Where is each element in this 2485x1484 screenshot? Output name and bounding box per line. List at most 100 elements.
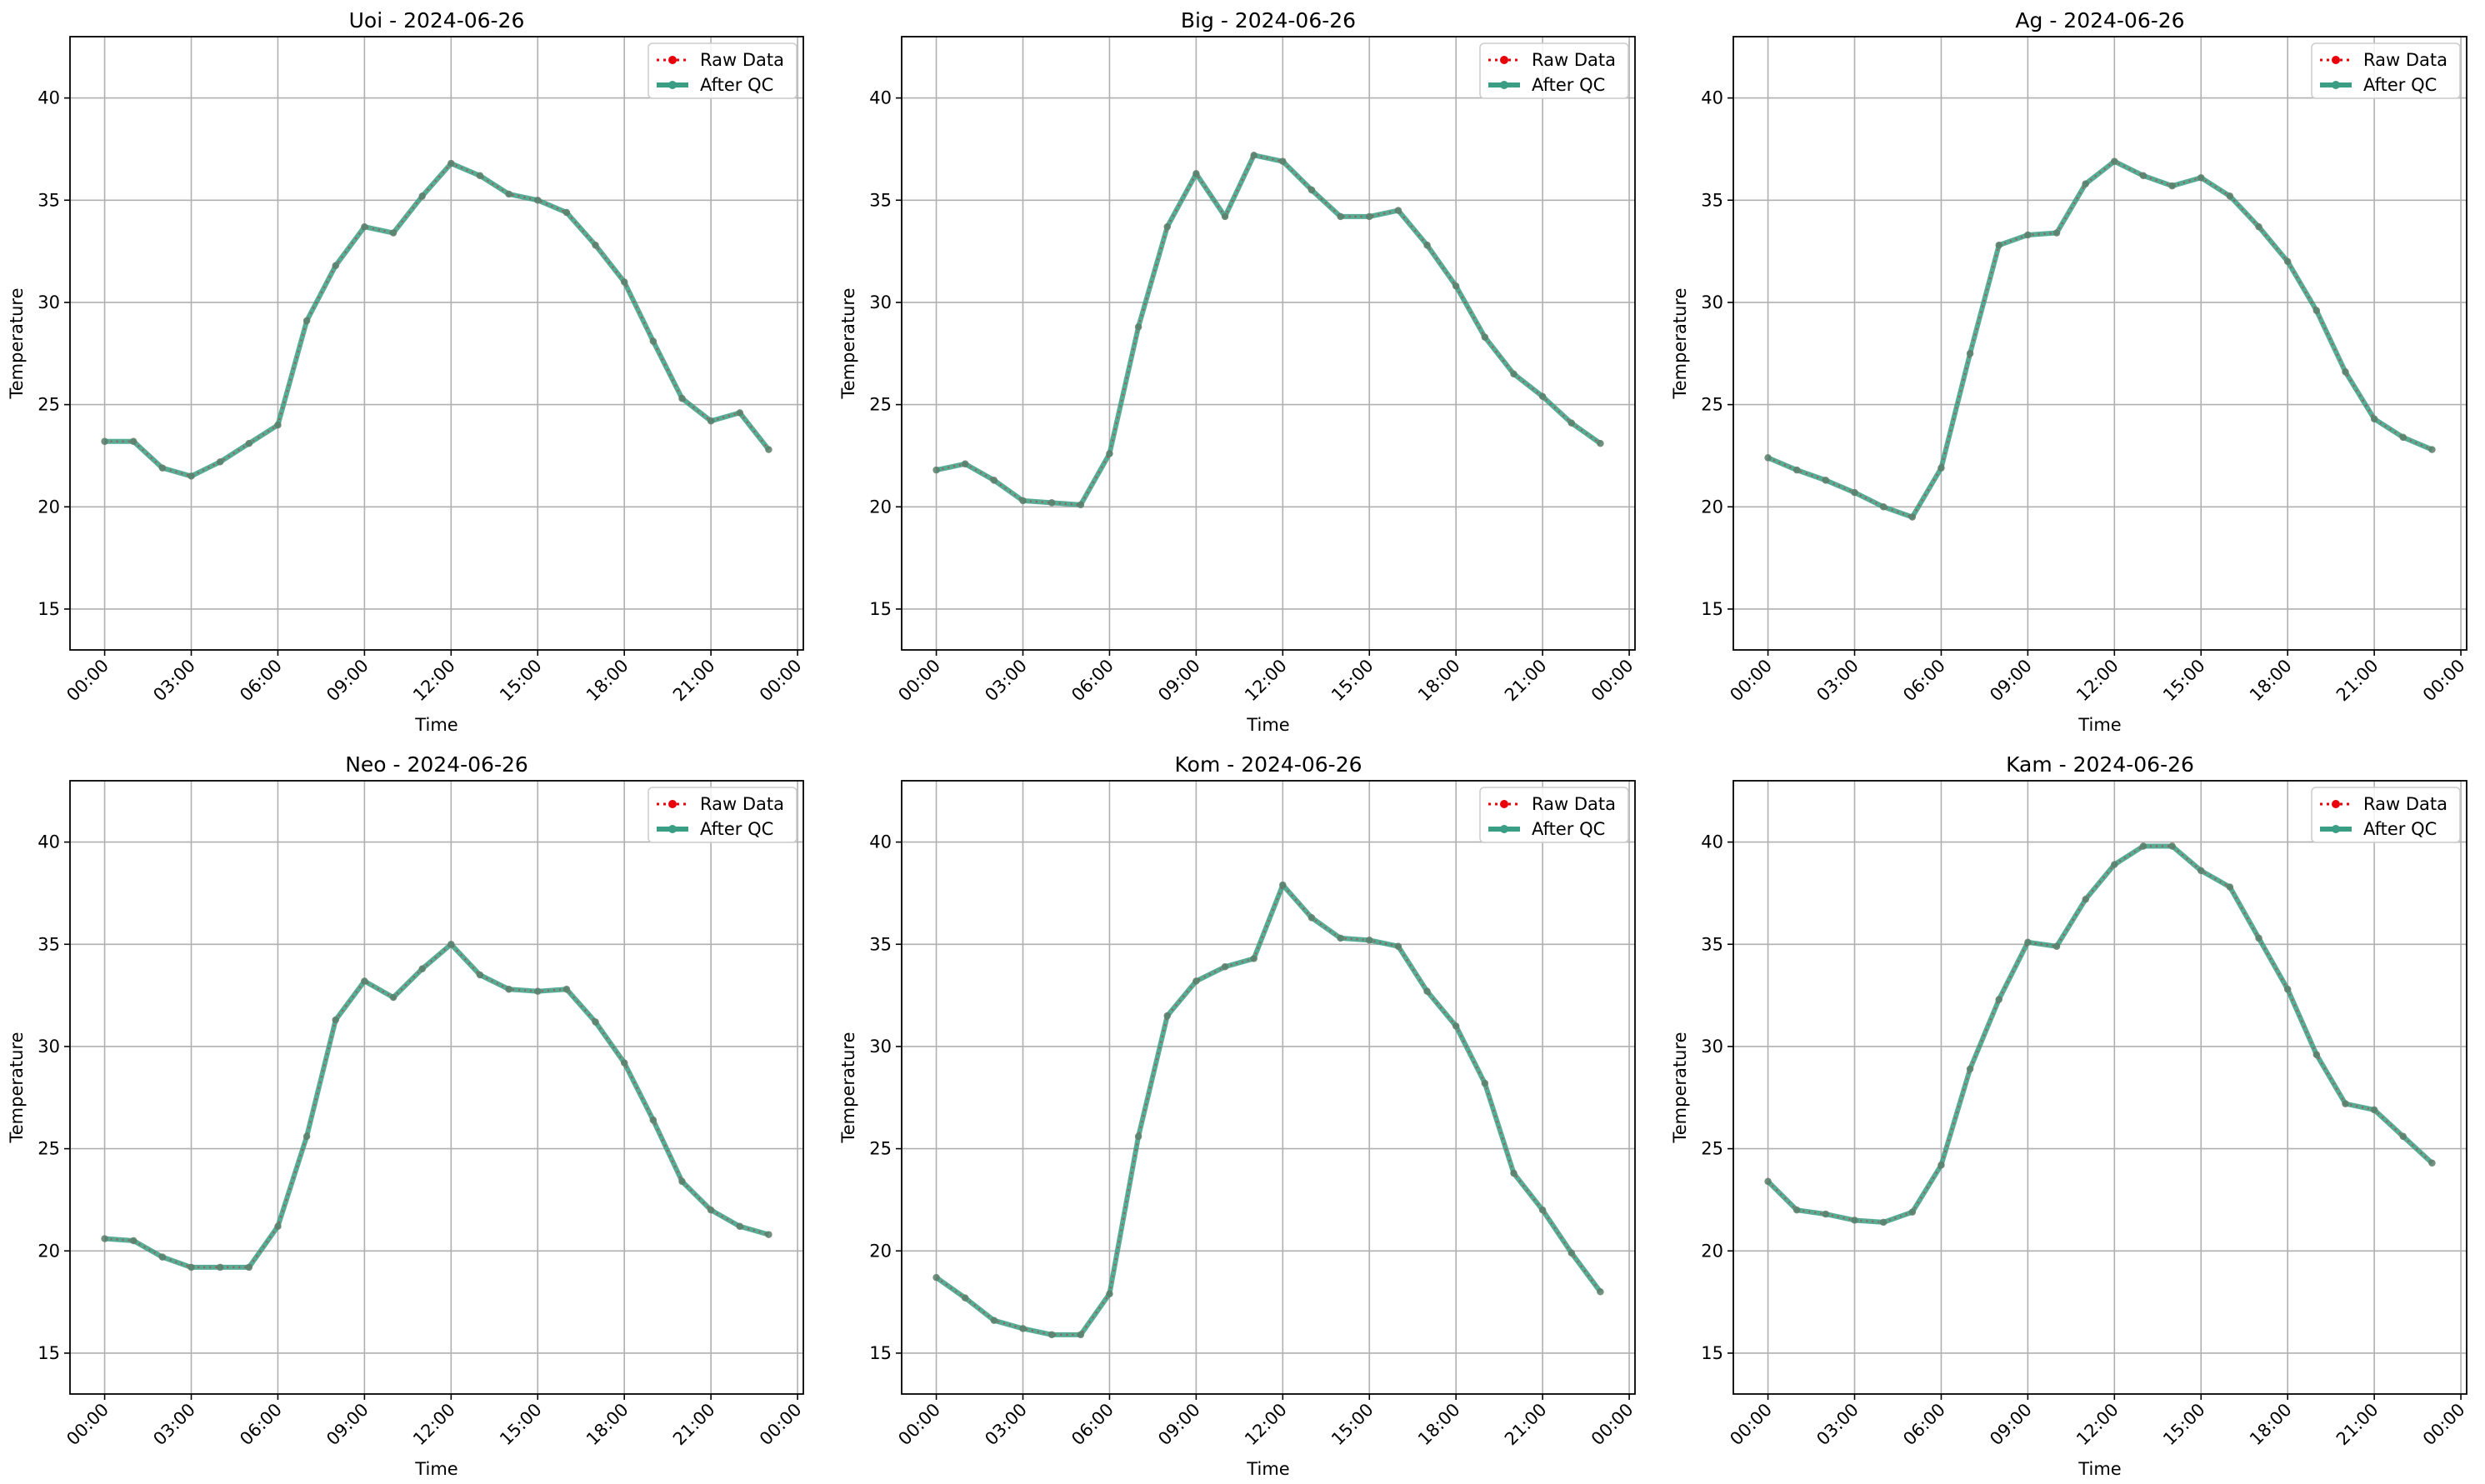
- point-after-qc: [1134, 323, 1142, 331]
- x-tick-label: 00:00: [62, 656, 112, 706]
- legend-label-after-qc: After QC: [1532, 819, 1605, 839]
- x-tick-label: 21:00: [1501, 1400, 1551, 1450]
- y-tick-label: 30: [1701, 1037, 1723, 1057]
- point-after-qc: [476, 172, 484, 180]
- subplot-title: Ag - 2024-06-26: [2015, 8, 2184, 32]
- legend-marker-raw-data: [668, 800, 677, 808]
- point-after-qc: [2342, 1100, 2349, 1107]
- point-after-qc: [2024, 231, 2032, 239]
- point-after-qc: [1423, 987, 1431, 995]
- point-after-qc: [188, 472, 195, 480]
- x-tick-label: 09:00: [1154, 656, 1204, 706]
- point-after-qc: [765, 446, 772, 453]
- point-after-qc: [2255, 934, 2262, 942]
- axes-frame: [69, 36, 804, 651]
- x-tick-label: 21:00: [2332, 1400, 2382, 1450]
- subplot-title: Uoi - 2024-06-26: [349, 8, 525, 32]
- point-after-qc: [158, 1253, 167, 1261]
- axes-frame: [1732, 780, 2468, 1395]
- y-tick-label: 20: [869, 1241, 892, 1261]
- legend: Raw Data After QC: [2311, 787, 2461, 843]
- point-after-qc: [505, 986, 512, 993]
- point-after-qc: [2399, 433, 2407, 442]
- point-after-qc: [620, 1059, 628, 1067]
- y-tick-label: 40: [1701, 832, 1723, 852]
- y-axis-label: Temperature: [1670, 287, 1690, 399]
- point-after-qc: [1394, 207, 1402, 214]
- x-tick-label: 00:00: [62, 1400, 112, 1450]
- point-after-qc: [707, 1207, 715, 1214]
- subplot-title: Big - 2024-06-26: [1181, 8, 1356, 32]
- x-tick-label: 18:00: [2246, 1400, 2296, 1450]
- point-after-qc: [1221, 212, 1229, 221]
- point-after-qc: [990, 477, 998, 484]
- series-line-raw-data: [104, 162, 770, 477]
- point-after-qc: [1966, 1065, 1974, 1073]
- point-after-qc: [592, 1018, 599, 1026]
- y-tick-label: 40: [869, 832, 892, 852]
- point-after-qc: [649, 1117, 658, 1124]
- axes-frame: [901, 780, 1636, 1395]
- x-tick-label: 00:00: [894, 1400, 944, 1450]
- x-tick-label: 03:00: [1812, 1400, 1862, 1450]
- y-axis-label: Temperature: [838, 1032, 858, 1143]
- x-tick-label: 15:00: [2159, 656, 2209, 706]
- series-line-raw-data: [104, 942, 769, 1268]
- x-axis-label: Time: [2078, 715, 2121, 735]
- y-tick-label: 35: [869, 190, 892, 210]
- point-after-qc: [2111, 157, 2118, 165]
- x-tick-label: 06:00: [1068, 656, 1118, 706]
- point-after-qc: [2024, 938, 2032, 947]
- point-after-qc: [1510, 1169, 1518, 1177]
- point-after-qc: [1308, 186, 1316, 194]
- y-tick-label: 30: [38, 292, 60, 312]
- x-tick-label: 15:00: [496, 1400, 546, 1450]
- legend: Raw Data After QC: [648, 42, 798, 99]
- x-tick-label: 12:00: [2072, 1400, 2122, 1450]
- point-after-qc: [2283, 986, 2292, 993]
- point-after-qc: [1366, 937, 1373, 944]
- point-after-qc: [2082, 896, 2089, 903]
- y-tick-label: 40: [1701, 88, 1723, 108]
- x-tick-label: 15:00: [1328, 1400, 1378, 1450]
- point-after-qc: [1597, 440, 1604, 447]
- point-after-qc: [2082, 180, 2089, 187]
- x-tick-label: 03:00: [981, 656, 1031, 706]
- y-tick-label: 30: [869, 292, 892, 312]
- x-axis-label: Time: [1246, 1459, 1289, 1479]
- legend-label-after-qc: After QC: [700, 819, 773, 839]
- point-after-qc: [1337, 934, 1344, 942]
- x-axis-label: Time: [414, 715, 458, 735]
- axes-frame: [901, 36, 1636, 651]
- x-tick-label: 00:00: [1726, 1400, 1776, 1450]
- legend-marker-after-qc: [2332, 825, 2340, 833]
- x-tick-label: 00:00: [1588, 656, 1638, 706]
- point-after-qc: [1077, 1331, 1085, 1339]
- point-after-qc: [2312, 1051, 2321, 1058]
- point-after-qc: [534, 987, 542, 995]
- point-after-qc: [1793, 466, 1801, 474]
- x-tick-label: 18:00: [1414, 656, 1464, 706]
- point-after-qc: [216, 1263, 224, 1272]
- legend-marker-after-qc: [1500, 825, 1508, 833]
- point-after-qc: [418, 965, 426, 972]
- point-after-qc: [2226, 883, 2234, 891]
- point-after-qc: [2168, 182, 2176, 190]
- legend-label-raw-data: Raw Data: [1532, 794, 1616, 814]
- point-after-qc: [1452, 1022, 1460, 1030]
- y-tick-label: 20: [869, 497, 892, 517]
- point-after-qc: [562, 208, 571, 217]
- legend-label-after-qc: After QC: [700, 75, 773, 95]
- point-after-qc: [1366, 212, 1373, 221]
- subplot-6: 15 20 25 30 35 40 00:00 03:00 06:00 09:00 12:00 15:…: [1670, 752, 2469, 1479]
- point-after-qc: [274, 421, 282, 429]
- axes-frame: [69, 780, 804, 1395]
- point-after-qc: [389, 993, 398, 1002]
- point-after-qc: [101, 1235, 108, 1242]
- y-tick-label: 15: [38, 599, 60, 619]
- point-after-qc: [2370, 415, 2378, 422]
- x-tick-label: 12:00: [409, 656, 459, 706]
- y-tick-label: 25: [869, 1139, 892, 1159]
- legend: Raw Data After QC: [1479, 787, 1629, 843]
- point-after-qc: [1048, 1331, 1056, 1339]
